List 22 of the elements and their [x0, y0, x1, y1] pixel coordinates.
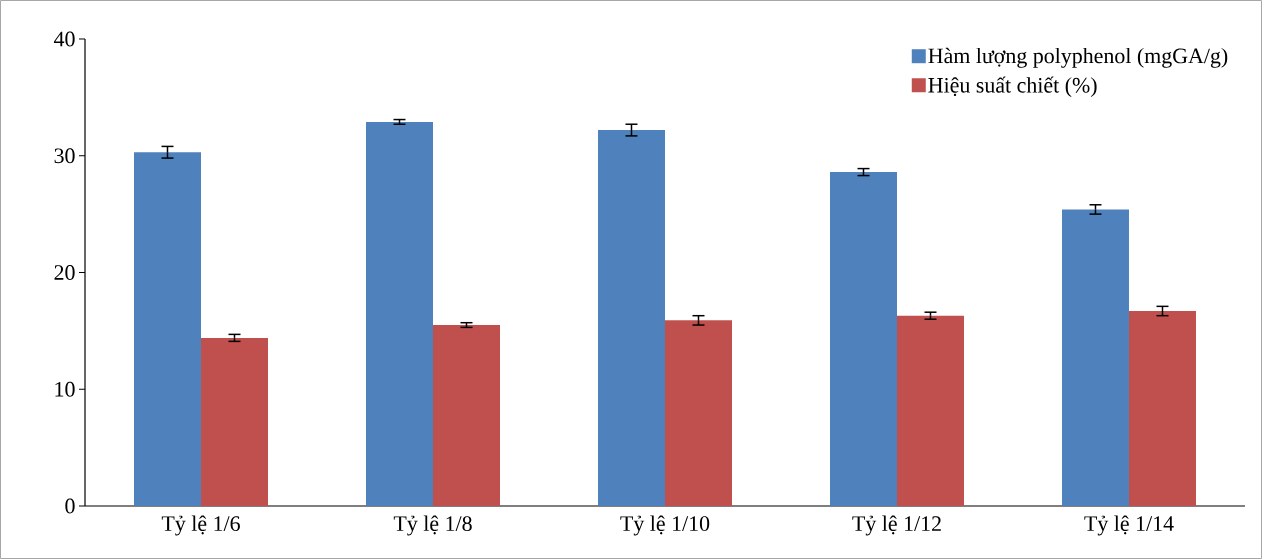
legend-label: Hiệu suất chiết (%)	[928, 76, 1097, 98]
y-tick-label: 10	[55, 381, 75, 397]
legend-label: Hàm lượng polyphenol (mgGA/g)	[928, 47, 1228, 68]
x-tick-label: Tỷ lệ 1/14	[1084, 515, 1174, 536]
y-tick-label: 0	[65, 498, 75, 514]
x-tick-label: Tỷ lệ 1/10	[620, 515, 710, 536]
x-tick-label: Tỷ lệ 1/8	[393, 515, 472, 536]
x-tick-label: Tỷ lệ 1/6	[161, 515, 240, 536]
x-tick-label: Tỷ lệ 1/12	[852, 515, 941, 536]
y-tick-label: 30	[54, 148, 75, 164]
bar	[201, 337, 268, 506]
bar	[366, 121, 433, 506]
bar	[1128, 311, 1196, 506]
y-tick-label: 40	[53, 31, 75, 47]
bar	[1061, 209, 1129, 506]
bar	[433, 325, 500, 506]
bar	[664, 320, 732, 506]
bar	[597, 130, 665, 506]
bar	[896, 315, 964, 506]
bar	[134, 152, 201, 506]
bar	[829, 172, 897, 506]
y-tick-label: 20	[54, 265, 75, 280]
